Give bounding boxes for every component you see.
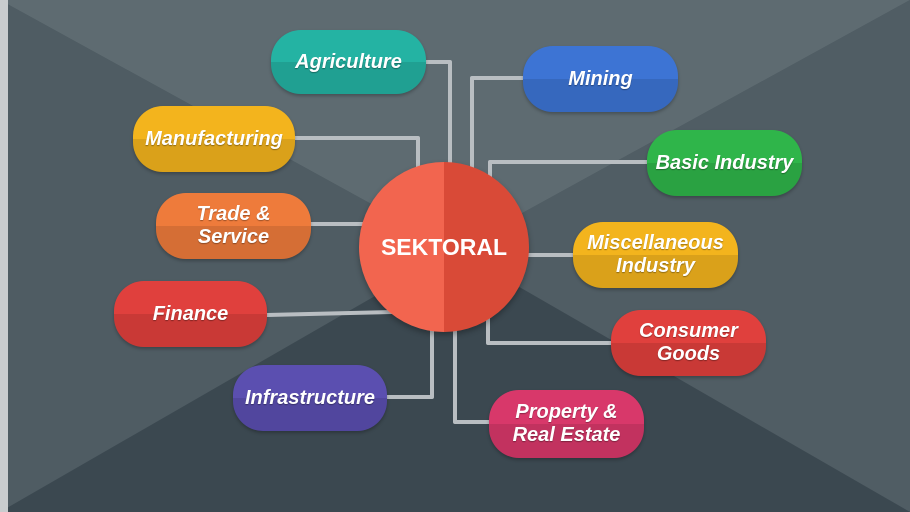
node-misc-label-line1: Miscellaneous: [587, 232, 724, 254]
node-property-label-line2: Real Estate: [512, 424, 621, 446]
node-finance: Finance: [114, 281, 267, 347]
node-consumer-label-line2: Goods: [656, 343, 721, 365]
connector-finance: [265, 310, 394, 317]
node-trade-label-line1: Trade &: [196, 203, 271, 225]
connector-property: [453, 328, 492, 424]
node-property-real-estate: Property & Real Estate: [489, 390, 644, 458]
node-trade-label-line2: Service: [197, 226, 270, 248]
node-infrastructure-label: Infrastructure: [244, 386, 376, 409]
connector-mining: [470, 76, 526, 172]
connector-infrastructure: [384, 324, 434, 399]
connector-lines: [265, 60, 650, 424]
left-edge-bar: [0, 0, 8, 512]
node-infrastructure: Infrastructure: [233, 365, 387, 431]
node-consumer-goods: Consumer Goods: [611, 310, 766, 376]
node-basic-industry-label: Basic Industry: [655, 151, 794, 174]
node-manufacturing: Manufacturing: [133, 106, 295, 172]
connector-consumer-goods: [486, 316, 614, 345]
node-property-label-line1: Property &: [515, 401, 618, 423]
center-node: SEKTORAL: [359, 162, 529, 332]
bg-top-facet: [0, 0, 910, 250]
node-basic-industry: Basic Industry: [647, 130, 802, 196]
center-label: SEKTORAL: [380, 233, 508, 260]
node-agriculture: Agriculture: [271, 30, 426, 94]
node-manufacturing-label: Manufacturing: [145, 127, 283, 150]
node-mining: Mining: [523, 46, 678, 112]
node-trade-service: Trade & Service: [156, 193, 311, 259]
connector-manufacturing: [292, 136, 420, 174]
node-consumer-label-line1: Consumer: [639, 320, 738, 342]
node-misc-industry: Miscellaneous Industry: [573, 222, 738, 288]
node-mining-label: Mining: [568, 67, 633, 90]
node-misc-label-line2: Industry: [616, 255, 695, 277]
connector-basic-industry: [488, 160, 650, 180]
node-agriculture-label: Agriculture: [295, 50, 402, 73]
connector-agriculture: [423, 60, 452, 172]
node-finance-label: Finance: [152, 302, 229, 325]
